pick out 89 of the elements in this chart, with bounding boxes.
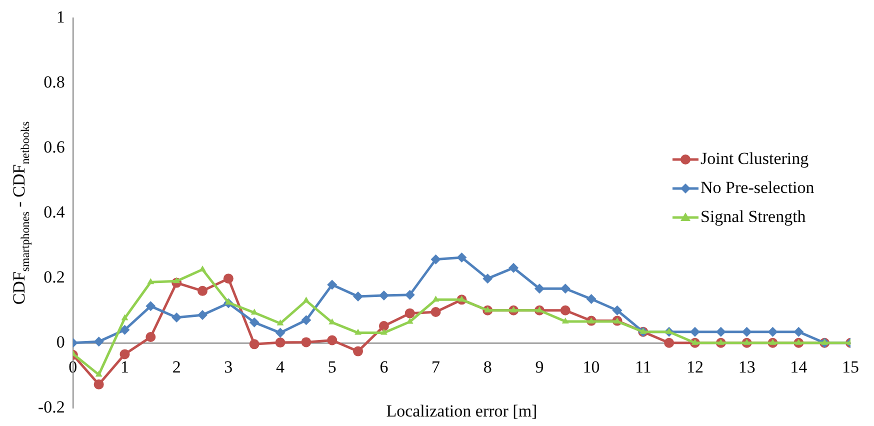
point — [404, 290, 415, 300]
x-tick-label: 13 — [738, 358, 756, 377]
point — [404, 308, 415, 318]
point — [378, 290, 389, 300]
point — [275, 328, 286, 338]
x-tick-label: 2 — [172, 358, 181, 377]
point — [560, 284, 570, 294]
legend-label: Signal Strength — [700, 206, 806, 226]
point — [716, 326, 726, 337]
point — [508, 262, 519, 273]
point — [147, 278, 154, 284]
x-tick-label: 1 — [120, 358, 129, 377]
y-tick-label: 0.6 — [44, 138, 65, 157]
point — [484, 306, 492, 312]
point — [432, 296, 440, 302]
point — [224, 298, 232, 305]
point — [199, 265, 206, 272]
point — [327, 335, 338, 346]
x-tick-label: 10 — [582, 358, 600, 377]
point — [717, 338, 724, 345]
x-tick-label: 5 — [328, 358, 336, 377]
y-tick-label: 0.2 — [44, 267, 65, 286]
point — [794, 326, 804, 337]
point — [456, 252, 467, 262]
x-tick-label: 11 — [634, 358, 652, 377]
y-tick-label: 0.8 — [44, 72, 65, 92]
point — [430, 254, 441, 264]
point — [94, 379, 104, 390]
point — [560, 305, 570, 316]
point — [146, 301, 156, 312]
y-tick-label: 0.4 — [44, 202, 66, 222]
point — [327, 280, 338, 290]
point — [275, 338, 286, 348]
point — [301, 337, 312, 348]
point — [482, 274, 493, 284]
point — [172, 312, 182, 323]
point — [95, 370, 102, 377]
point — [769, 338, 776, 345]
point — [249, 339, 260, 350]
y-tick-label: 0 — [56, 332, 65, 352]
y-axis-title: CDFsmartphones - CDFnetbooks — [9, 120, 32, 305]
point — [534, 284, 544, 294]
x-tick-label: 4 — [276, 358, 286, 377]
point — [380, 328, 388, 335]
y-tick-label: 1 — [56, 8, 65, 27]
legend-label: Joint Clustering — [700, 148, 810, 168]
point — [768, 326, 778, 337]
point — [146, 332, 156, 342]
point — [378, 320, 389, 331]
x-tick-label: 7 — [432, 358, 441, 377]
x-tick-label: 15 — [842, 358, 859, 377]
point — [301, 315, 312, 326]
point — [354, 328, 362, 335]
point — [612, 305, 622, 316]
x-tick-label: 12 — [686, 358, 704, 377]
point — [795, 338, 802, 345]
point — [198, 310, 208, 320]
point — [586, 294, 596, 304]
point — [223, 274, 234, 284]
legend-label: No Pre-selection — [700, 178, 815, 197]
point — [743, 338, 750, 345]
x-tick-label: 14 — [790, 358, 808, 377]
point — [562, 317, 569, 324]
point — [353, 291, 364, 302]
point — [664, 338, 674, 348]
point — [353, 346, 364, 356]
point — [640, 328, 647, 334]
x-tick-label: 8 — [483, 358, 492, 377]
point — [690, 326, 700, 337]
point — [302, 296, 310, 303]
point — [510, 306, 518, 312]
x-tick-label: 0 — [68, 358, 78, 377]
point — [120, 349, 130, 360]
point — [276, 319, 284, 326]
point — [120, 324, 130, 335]
x-tick-label: 3 — [224, 358, 233, 377]
x-axis-title: Localization error [m] — [386, 401, 538, 420]
point — [94, 336, 104, 347]
point — [588, 317, 595, 324]
point — [121, 314, 128, 320]
point — [249, 317, 260, 328]
point — [430, 307, 441, 318]
x-tick-label: 9 — [535, 358, 544, 377]
y-tick-label: -0.2 — [38, 397, 65, 416]
point — [173, 277, 180, 284]
x-tick-label: 6 — [380, 358, 388, 377]
point — [198, 286, 208, 296]
point — [821, 338, 828, 345]
point — [742, 326, 752, 337]
